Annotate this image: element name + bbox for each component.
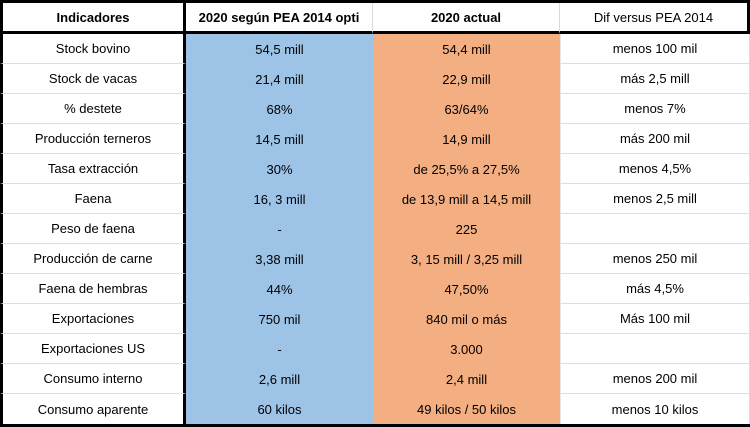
header-pea-2014-opti: 2020 según PEA 2014 opti [186,3,373,34]
header-row: Indicadores 2020 según PEA 2014 opti 202… [0,3,750,34]
dif-value-cell: menos 10 kilos [560,394,750,424]
table-row: Peso de faena - 225 [0,214,750,244]
pea-value-cell: 60 kilos [186,394,373,424]
actual-value-cell: 63/64% [373,94,560,124]
indicator-cell: Faena de hembras [0,274,186,304]
table-row: Producción terneros 14,5 mill 14,9 mill … [0,124,750,154]
actual-value-cell: 49 kilos / 50 kilos [373,394,560,424]
table-row: Faena de hembras 44% 47,50% más 4,5% [0,274,750,304]
actual-value-cell: 54,4 mill [373,34,560,64]
dif-value-cell [560,214,750,244]
dif-value-cell: menos 2,5 mill [560,184,750,214]
table-row: % destete 68% 63/64% menos 7% [0,94,750,124]
pea-value-cell: 750 mil [186,304,373,334]
pea-value-cell: 16, 3 mill [186,184,373,214]
indicator-cell: Peso de faena [0,214,186,244]
indicator-cell: Stock de vacas [0,64,186,94]
actual-value-cell: 3, 15 mill / 3,25 mill [373,244,560,274]
indicator-cell: Producción terneros [0,124,186,154]
dif-value-cell: Más 100 mil [560,304,750,334]
dif-value-cell: menos 250 mil [560,244,750,274]
dif-value-cell: menos 4,5% [560,154,750,184]
indicator-cell: % destete [0,94,186,124]
dif-value-cell: menos 100 mil [560,34,750,64]
pea-value-cell: 54,5 mill [186,34,373,64]
indicator-cell: Tasa extracción [0,154,186,184]
table-row: Faena 16, 3 mill de 13,9 mill a 14,5 mil… [0,184,750,214]
pea-value-cell: 30% [186,154,373,184]
actual-value-cell: 2,4 mill [373,364,560,394]
table-row: Stock bovino 54,5 mill 54,4 mill menos 1… [0,34,750,64]
table-row: Tasa extracción 30% de 25,5% a 27,5% men… [0,154,750,184]
dif-value-cell: más 200 mil [560,124,750,154]
pea-value-cell: 68% [186,94,373,124]
actual-value-cell: 14,9 mill [373,124,560,154]
indicator-cell: Producción de carne [0,244,186,274]
dif-value-cell [560,334,750,364]
table-row: Consumo aparente 60 kilos 49 kilos / 50 … [0,394,750,424]
actual-value-cell: 3.000 [373,334,560,364]
dif-value-cell: menos 7% [560,94,750,124]
pea-value-cell: - [186,214,373,244]
indicator-cell: Faena [0,184,186,214]
header-dif-versus-pea-2014: Dif versus PEA 2014 [560,3,750,34]
dif-value-cell: menos 200 mil [560,364,750,394]
pea-value-cell: - [186,334,373,364]
actual-value-cell: de 13,9 mill a 14,5 mill [373,184,560,214]
actual-value-cell: 47,50% [373,274,560,304]
indicator-cell: Exportaciones [0,304,186,334]
table-row: Exportaciones US - 3.000 [0,334,750,364]
pea-value-cell: 21,4 mill [186,64,373,94]
table-row: Consumo interno 2,6 mill 2,4 mill menos … [0,364,750,394]
indicator-cell: Stock bovino [0,34,186,64]
table-row: Producción de carne 3,38 mill 3, 15 mill… [0,244,750,274]
pea-value-cell: 2,6 mill [186,364,373,394]
actual-value-cell: 225 [373,214,560,244]
table-row: Exportaciones 750 mil 840 mil o más Más … [0,304,750,334]
indicator-cell: Exportaciones US [0,334,186,364]
table-row: Stock de vacas 21,4 mill 22,9 mill más 2… [0,64,750,94]
header-indicadores: Indicadores [0,3,186,34]
dif-value-cell: más 2,5 mill [560,64,750,94]
actual-value-cell: de 25,5% a 27,5% [373,154,560,184]
indicator-cell: Consumo aparente [0,394,186,424]
actual-value-cell: 840 mil o más [373,304,560,334]
pea-value-cell: 14,5 mill [186,124,373,154]
pea-value-cell: 3,38 mill [186,244,373,274]
actual-value-cell: 22,9 mill [373,64,560,94]
header-2020-actual: 2020 actual [373,3,560,34]
indicator-cell: Consumo interno [0,364,186,394]
dif-value-cell: más 4,5% [560,274,750,304]
pea-value-cell: 44% [186,274,373,304]
